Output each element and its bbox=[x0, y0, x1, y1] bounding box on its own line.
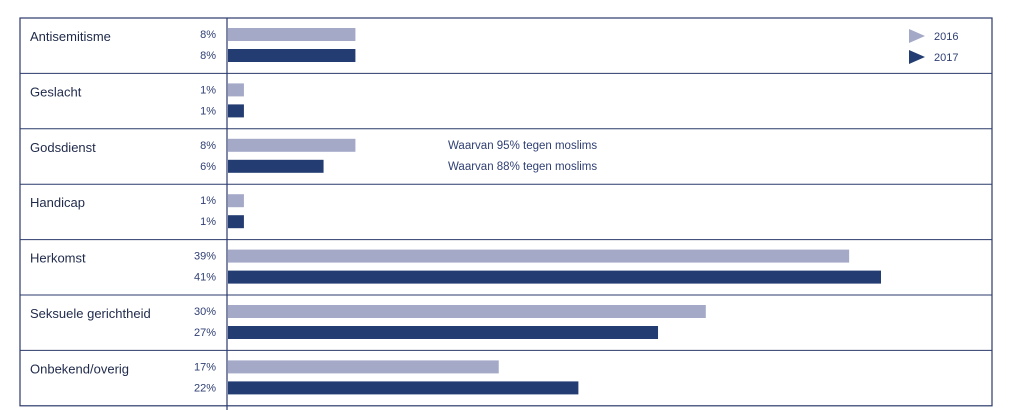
value-label: 1% bbox=[200, 84, 216, 96]
legend-marker-2017 bbox=[909, 50, 925, 64]
bar-2016 bbox=[228, 83, 244, 97]
bar-2017 bbox=[228, 381, 579, 395]
value-label: 6% bbox=[200, 161, 216, 173]
legend-label: 2017 bbox=[934, 52, 958, 64]
annotation-label: Waarvan 88% tegen moslims bbox=[448, 161, 597, 173]
bar-2017 bbox=[228, 49, 356, 62]
value-label: 27% bbox=[194, 327, 216, 339]
legend-marker-2016 bbox=[909, 29, 925, 43]
category-label: Seksuele gerichtheid bbox=[30, 306, 151, 321]
category-label: Onbekend/overig bbox=[30, 361, 129, 376]
legend-label: 2016 bbox=[934, 31, 958, 43]
value-label: 41% bbox=[194, 272, 216, 284]
bar-2017 bbox=[228, 270, 881, 284]
value-label: 22% bbox=[194, 382, 216, 394]
value-label: 1% bbox=[200, 105, 216, 117]
value-label: 8% bbox=[200, 140, 216, 152]
category-label: Geslacht bbox=[30, 84, 82, 99]
bar-2016 bbox=[228, 28, 356, 41]
bar-2017 bbox=[228, 215, 244, 229]
bar-2017 bbox=[228, 326, 659, 339]
value-label: 1% bbox=[200, 216, 216, 228]
bar-2017 bbox=[228, 104, 244, 118]
value-label: 39% bbox=[194, 251, 216, 263]
bar-2016 bbox=[228, 305, 706, 318]
annotation-label: Waarvan 95% tegen moslims bbox=[448, 140, 597, 152]
bar-2017 bbox=[228, 159, 324, 173]
bar-2016 bbox=[228, 138, 356, 152]
value-label: 30% bbox=[194, 306, 216, 318]
value-label: 8% bbox=[200, 50, 216, 62]
bar-2016 bbox=[228, 194, 244, 208]
bar-2016 bbox=[228, 360, 499, 374]
value-label: 8% bbox=[200, 29, 216, 41]
value-label: 1% bbox=[200, 195, 216, 207]
chart-frame bbox=[19, 17, 993, 407]
category-label: Antisemitisme bbox=[30, 29, 111, 44]
bar-2016 bbox=[228, 249, 850, 263]
category-label: Herkomst bbox=[30, 251, 86, 266]
value-label: 17% bbox=[194, 361, 216, 373]
category-label: Godsdienst bbox=[30, 140, 96, 155]
category-label: Handicap bbox=[30, 195, 85, 210]
